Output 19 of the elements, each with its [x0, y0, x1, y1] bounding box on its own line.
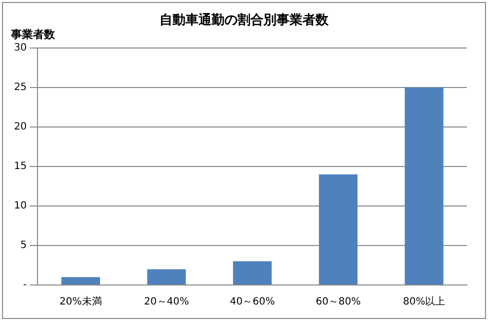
y-tick-label: 20	[14, 122, 27, 133]
x-tick-label: 20%未満	[60, 296, 102, 308]
x-tick-label: 40～60%	[230, 296, 275, 308]
y-tick-label: 10	[14, 200, 27, 212]
y-tick-label: 5	[20, 240, 27, 252]
bar	[404, 88, 444, 284]
bar	[318, 174, 358, 284]
bar	[233, 261, 272, 284]
bar	[147, 269, 186, 284]
x-tick-label: 80%以上	[402, 296, 446, 308]
x-tick-label: 20～40%	[144, 296, 189, 308]
x-tick-label: 60～80%	[316, 296, 361, 308]
bar	[61, 277, 100, 284]
y-tick-label: 30	[14, 42, 27, 54]
y-axis-title: 事業者数	[11, 27, 55, 42]
y-tick-label: 15	[14, 161, 27, 172]
chart-title: 自動車通勤の割合別事業者数	[158, 12, 330, 29]
y-tick-label: 25	[14, 82, 27, 94]
y-tick-label: -	[23, 280, 28, 291]
